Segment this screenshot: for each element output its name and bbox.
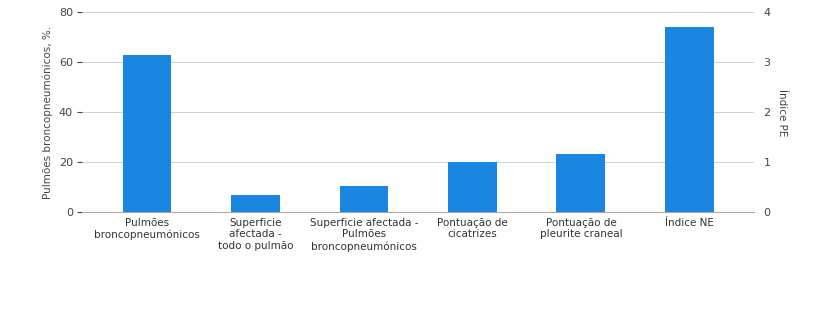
Y-axis label: Índice PE: Índice PE	[776, 89, 786, 136]
Bar	[339, 186, 388, 212]
Y-axis label: Pulmões broncopneumónicos, %.: Pulmões broncopneumónicos, %.	[43, 26, 53, 199]
Bar	[123, 55, 171, 212]
Bar	[231, 195, 279, 212]
Bar	[447, 162, 496, 212]
Bar	[556, 154, 604, 212]
Bar	[664, 27, 713, 212]
